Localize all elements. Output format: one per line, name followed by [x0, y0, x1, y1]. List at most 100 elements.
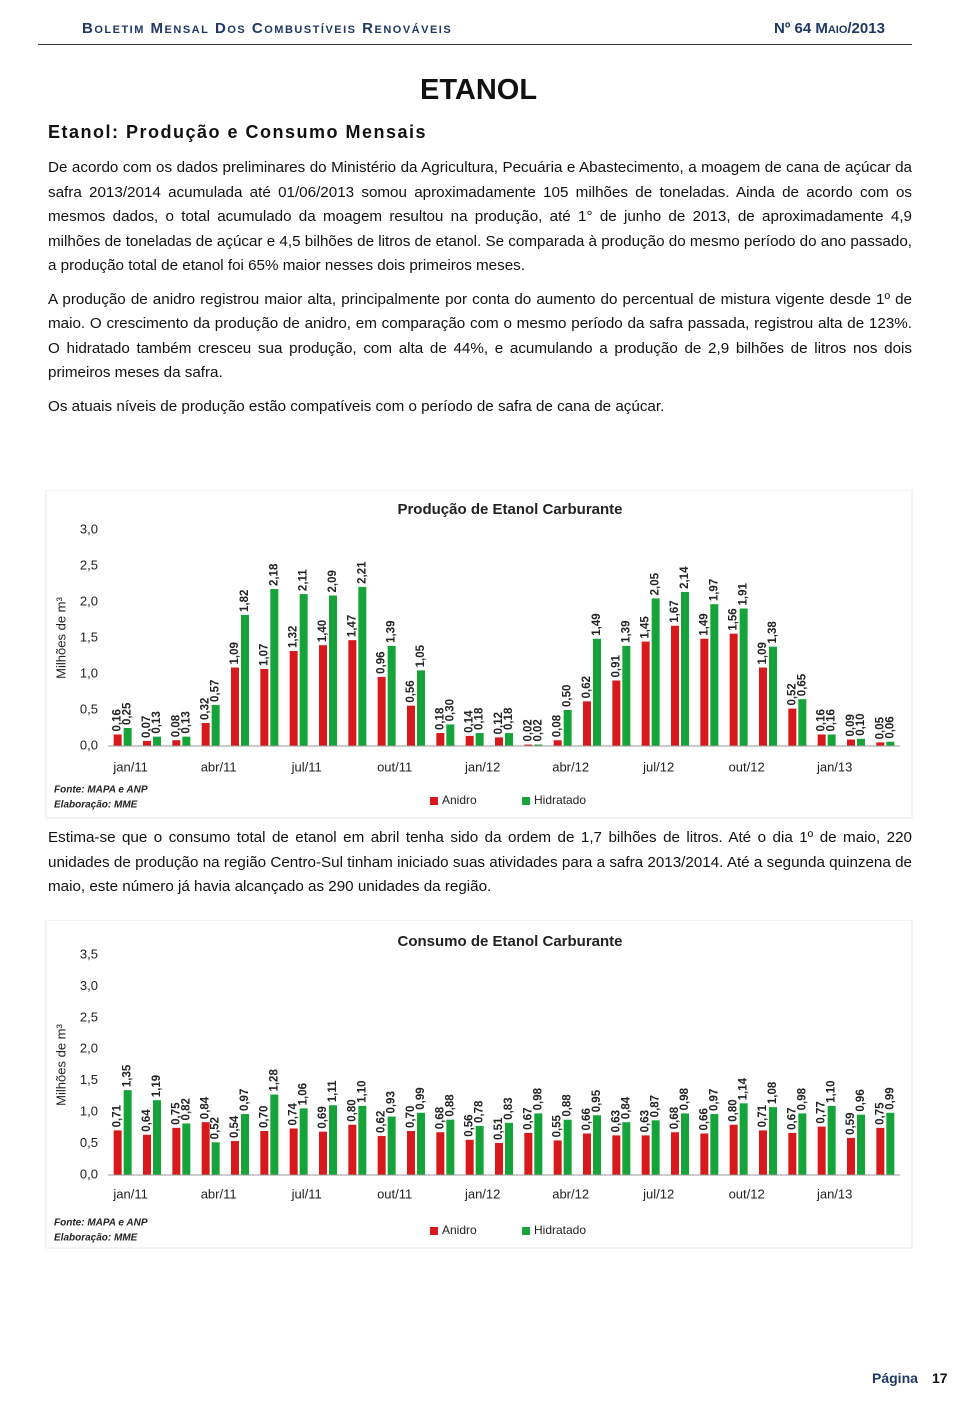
value-label: 0,70: [258, 1106, 270, 1128]
value-label: 0,67: [786, 1107, 798, 1129]
y-tick-label: 2,5: [80, 1009, 98, 1024]
bar: [534, 1113, 543, 1175]
value-label: 0,16: [816, 709, 828, 731]
bar: [299, 1108, 308, 1175]
y-tick-label: 1,0: [80, 665, 98, 680]
paragraph: Os atuais níveis de produção estão compa…: [48, 397, 665, 415]
bar: [827, 1105, 836, 1175]
bar: [377, 1136, 386, 1175]
value-label: 0,63: [610, 1110, 622, 1132]
value-label: 0,16: [112, 709, 124, 731]
value-label: 0,82: [180, 1098, 192, 1120]
bar: [377, 676, 386, 746]
y-tick-label: 1,5: [80, 1072, 98, 1087]
bar: [641, 641, 650, 746]
bar: [172, 1127, 181, 1175]
value-label: 0,06: [884, 716, 896, 738]
bar: [651, 598, 660, 746]
value-label: 0,65: [796, 673, 808, 696]
bar: [358, 586, 367, 746]
bar: [651, 1120, 660, 1175]
value-label: 0,57: [210, 680, 222, 702]
value-label: 2,05: [650, 572, 662, 595]
value-label: 1,19: [151, 1075, 163, 1097]
bar: [495, 737, 503, 746]
bar: [827, 734, 836, 746]
y-tick-label: 0,0: [80, 1166, 98, 1181]
bar: [495, 1142, 503, 1175]
value-label: 0,68: [669, 1106, 681, 1129]
y-tick-label: 3,0: [80, 521, 98, 536]
x-tick-label: out/11: [377, 759, 412, 774]
value-label: 1,11: [327, 1080, 339, 1102]
bar: [113, 1130, 122, 1175]
legend-label: Anidro: [442, 1223, 477, 1237]
bar: [329, 1105, 337, 1175]
value-label: 0,05: [874, 716, 886, 739]
x-tick-label: abr/12: [552, 1186, 589, 1201]
bar: [231, 667, 239, 746]
x-tick-label: jan/12: [464, 759, 500, 774]
legend-swatch: [430, 797, 438, 805]
value-label: 0,75: [874, 1102, 886, 1125]
value-label: 0,71: [112, 1104, 124, 1127]
bar: [505, 733, 513, 746]
value-label: 0,07: [141, 716, 153, 738]
value-label: 0,16: [826, 709, 838, 731]
value-label: 0,30: [444, 699, 456, 721]
value-label: 0,14: [464, 710, 476, 733]
value-label: 0,96: [376, 651, 388, 673]
bar: [563, 1119, 572, 1175]
bar: [407, 1131, 415, 1175]
bar: [798, 699, 807, 746]
value-label: 0,98: [796, 1087, 808, 1110]
y-tick-label: 2,5: [80, 557, 98, 572]
legend-label: Anidro: [442, 793, 477, 807]
value-label: 1,28: [268, 1069, 280, 1092]
value-label: 0,18: [434, 707, 446, 730]
bar: [622, 645, 631, 746]
y-axis-label: Milhões de m³: [53, 597, 68, 679]
value-label: 0,77: [816, 1101, 828, 1123]
value-label: 1,40: [317, 620, 329, 642]
value-label: 1,09: [229, 642, 241, 664]
value-label: 1,10: [826, 1080, 838, 1102]
x-tick-label: abr/11: [201, 759, 237, 774]
value-label: 0,88: [562, 1094, 574, 1117]
value-label: 1,67: [669, 600, 681, 622]
header-rule: [38, 44, 912, 45]
bar: [348, 640, 357, 746]
value-label: 0,56: [405, 680, 417, 702]
bar: [123, 728, 132, 746]
bar: [700, 638, 709, 746]
value-label: 2,14: [679, 566, 691, 589]
bar: [612, 680, 621, 746]
value-label: 0,13: [151, 711, 163, 733]
bar: [671, 1132, 679, 1175]
x-tick-label: abr/12: [552, 759, 589, 774]
bar: [436, 733, 445, 746]
bar: [143, 740, 151, 746]
value-label: 0,97: [708, 1089, 720, 1111]
x-tick-label: jan/11: [112, 759, 147, 774]
legend-swatch: [522, 797, 530, 805]
value-label: 2,21: [356, 561, 368, 584]
page-title: ETANOL: [420, 74, 538, 106]
bar: [769, 646, 777, 746]
bar: [641, 1135, 650, 1175]
bar: [329, 595, 337, 746]
value-label: 0,02: [532, 719, 544, 741]
bar: [348, 1124, 357, 1175]
value-label: 0,66: [581, 1108, 593, 1130]
bar: [563, 710, 572, 746]
bar: [182, 1123, 191, 1175]
value-label: 0,67: [522, 1107, 534, 1129]
bar: [593, 1115, 601, 1175]
bar: [241, 614, 249, 746]
x-tick-label: jan/11: [112, 1186, 147, 1201]
bar: [446, 1119, 455, 1175]
value-label: 0,54: [229, 1115, 241, 1138]
bar: [524, 744, 533, 746]
value-label: 0,51: [493, 1117, 505, 1140]
